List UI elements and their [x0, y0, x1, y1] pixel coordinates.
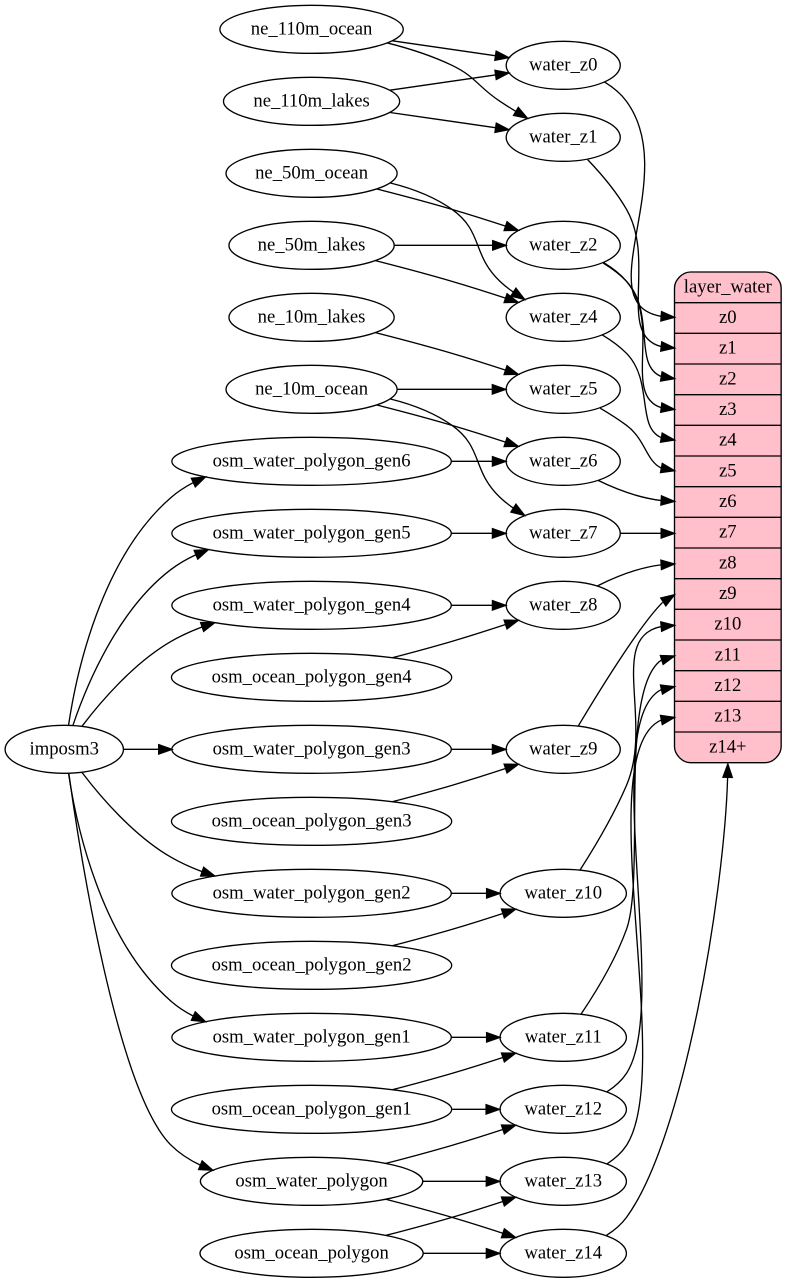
svg-text:water_z4: water_z4	[529, 306, 598, 327]
svg-text:z8: z8	[719, 552, 737, 573]
svg-text:z12: z12	[714, 675, 741, 696]
svg-text:water_z8: water_z8	[529, 594, 597, 615]
svg-text:osm_ocean_polygon_gen1: osm_ocean_polygon_gen1	[212, 1098, 412, 1119]
svg-text:water_z11: water_z11	[525, 1026, 602, 1047]
svg-text:osm_ocean_polygon_gen4: osm_ocean_polygon_gen4	[212, 666, 413, 687]
svg-text:water_z2: water_z2	[529, 234, 597, 255]
svg-text:osm_ocean_polygon: osm_ocean_polygon	[234, 1242, 389, 1263]
svg-text:z7: z7	[719, 522, 737, 543]
svg-text:osm_water_polygon_gen3: osm_water_polygon_gen3	[213, 738, 411, 759]
svg-text:water_z0: water_z0	[529, 54, 597, 75]
svg-text:ne_50m_lakes: ne_50m_lakes	[258, 234, 366, 255]
svg-text:ne_50m_ocean: ne_50m_ocean	[255, 162, 369, 183]
svg-text:osm_water_polygon_gen6: osm_water_polygon_gen6	[213, 450, 411, 471]
svg-text:water_z5: water_z5	[529, 378, 597, 399]
svg-text:osm_ocean_polygon_gen2: osm_ocean_polygon_gen2	[212, 954, 412, 975]
svg-text:osm_water_polygon_gen5: osm_water_polygon_gen5	[213, 522, 411, 543]
svg-text:z10: z10	[714, 614, 741, 635]
svg-text:ne_10m_lakes: ne_10m_lakes	[258, 306, 366, 327]
svg-text:z5: z5	[719, 460, 737, 481]
svg-text:water_z1: water_z1	[529, 126, 597, 147]
svg-text:imposm3: imposm3	[30, 738, 99, 759]
svg-text:water_z12: water_z12	[524, 1098, 602, 1119]
svg-text:layer_water: layer_water	[684, 276, 773, 297]
svg-text:z13: z13	[714, 706, 741, 727]
svg-text:z14+: z14+	[709, 736, 746, 757]
svg-text:z9: z9	[719, 583, 737, 604]
svg-text:water_z9: water_z9	[529, 738, 597, 759]
svg-text:water_z10: water_z10	[524, 882, 602, 903]
svg-text:water_z6: water_z6	[529, 450, 597, 471]
svg-text:z1: z1	[719, 338, 737, 359]
svg-text:z6: z6	[719, 491, 737, 512]
svg-text:osm_water_polygon_gen1: osm_water_polygon_gen1	[213, 1026, 411, 1047]
svg-text:ne_10m_ocean: ne_10m_ocean	[255, 378, 369, 399]
svg-text:water_z7: water_z7	[529, 522, 597, 543]
svg-text:ne_110m_ocean: ne_110m_ocean	[251, 18, 373, 39]
svg-text:water_z13: water_z13	[524, 1170, 602, 1191]
svg-text:z3: z3	[719, 399, 737, 420]
svg-text:z2: z2	[719, 368, 737, 389]
svg-text:z0: z0	[719, 307, 737, 328]
svg-text:water_z14: water_z14	[524, 1242, 602, 1263]
svg-text:ne_110m_lakes: ne_110m_lakes	[253, 90, 369, 111]
svg-text:osm_water_polygon_gen2: osm_water_polygon_gen2	[213, 882, 411, 903]
svg-text:z4: z4	[719, 430, 737, 451]
svg-text:z11: z11	[715, 644, 741, 665]
svg-text:osm_water_polygon_gen4: osm_water_polygon_gen4	[213, 594, 412, 615]
svg-text:osm_water_polygon: osm_water_polygon	[235, 1170, 388, 1191]
svg-text:osm_ocean_polygon_gen3: osm_ocean_polygon_gen3	[212, 810, 412, 831]
